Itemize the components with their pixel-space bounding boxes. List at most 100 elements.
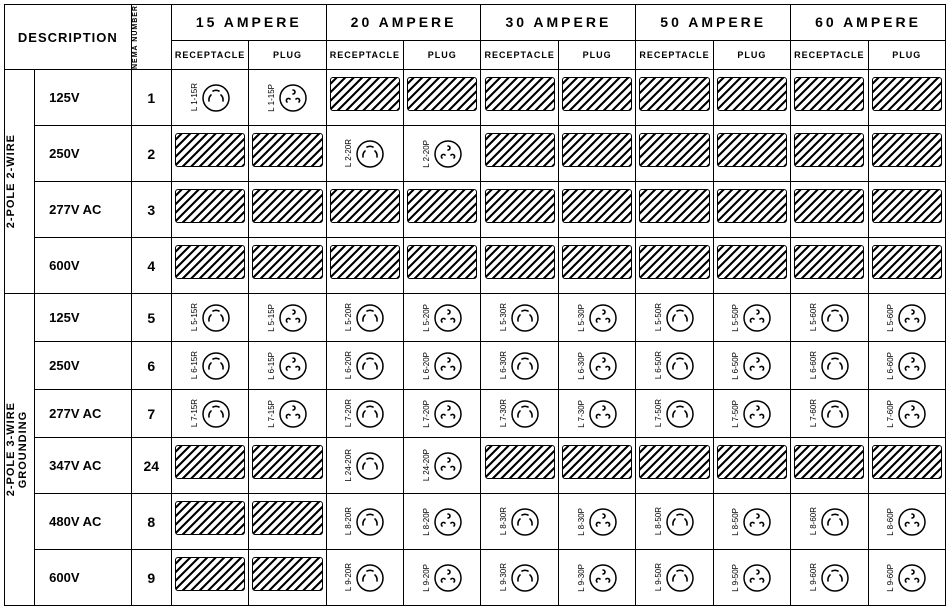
- empty-cell: [869, 77, 945, 125]
- connector-icon: [588, 563, 618, 593]
- receptacle-cell: L 7-50R: [636, 390, 713, 438]
- plug-cell: L 7-60P: [868, 390, 945, 438]
- connector-cell: L 9-30P: [559, 563, 635, 593]
- receptacle-cell: [481, 70, 558, 126]
- connector-label: L 9-20P: [422, 564, 431, 592]
- plug-cell: L 6-50P: [713, 342, 790, 390]
- receptacle-cell: L 6-60R: [791, 342, 868, 390]
- connector-icon: [742, 399, 772, 429]
- empty-cell: [327, 245, 403, 293]
- connector-label: L 9-60R: [809, 563, 818, 591]
- connector-icon: [433, 303, 463, 333]
- connector-icon: [278, 351, 308, 381]
- empty-cell: [172, 557, 248, 605]
- hatch-icon: [175, 245, 245, 279]
- hatch-icon: [639, 189, 709, 223]
- plug-cell: [249, 126, 326, 182]
- plug-cell: [249, 182, 326, 238]
- empty-cell: [791, 245, 867, 293]
- connector-cell: L 9-20R: [327, 563, 403, 593]
- connector-label: L 7-50P: [731, 400, 740, 428]
- table-row: 2-POLE 3-WIRE GROUNDING125V5L 5-15RL 5-1…: [5, 294, 946, 342]
- voltage-cell: 277V AC: [35, 390, 132, 438]
- connector-icon: [665, 351, 695, 381]
- hatch-icon: [717, 77, 787, 111]
- receptacle-cell: [481, 238, 558, 294]
- header-description: DESCRIPTION: [5, 5, 132, 70]
- hatch-icon: [872, 133, 942, 167]
- hatch-icon: [794, 445, 864, 479]
- connector-label: L 8-20R: [344, 507, 353, 535]
- connector-icon: [820, 399, 850, 429]
- header-amp-30: 30 AMPERE: [481, 5, 636, 41]
- connector-cell: L 9-50R: [636, 563, 712, 593]
- plug-cell: L 9-20P: [404, 550, 481, 606]
- connector-cell: L 5-30P: [559, 303, 635, 333]
- connector-icon: [201, 351, 231, 381]
- plug-cell: [558, 126, 635, 182]
- hatch-icon: [175, 501, 245, 535]
- connector-label: L 8-50R: [654, 507, 663, 535]
- hatch-icon: [794, 189, 864, 223]
- connector-cell: L 2-20P: [404, 139, 480, 169]
- header-amp-20: 20 AMPERE: [326, 5, 481, 41]
- table-row: 480V AC8L 8-20RL 8-20PL 8-30RL 8-30PL 8-…: [5, 494, 946, 550]
- receptacle-cell: [791, 126, 868, 182]
- connector-label: L 5-50R: [654, 303, 663, 331]
- connector-cell: L 7-60R: [791, 399, 867, 429]
- plug-cell: [868, 438, 945, 494]
- empty-cell: [249, 245, 325, 293]
- plug-cell: L 8-60P: [868, 494, 945, 550]
- plug-cell: L 8-50P: [713, 494, 790, 550]
- hatch-icon: [330, 77, 400, 111]
- connector-label: L 5-60P: [886, 304, 895, 332]
- connector-label: L 24-20R: [344, 449, 353, 482]
- receptacle-cell: L 6-20R: [326, 342, 403, 390]
- connector-icon: [278, 303, 308, 333]
- connector-label: L 8-30P: [577, 508, 586, 536]
- table-row: 250V6L 6-15RL 6-15PL 6-20RL 6-20PL 6-30R…: [5, 342, 946, 390]
- receptacle-cell: L 5-50R: [636, 294, 713, 342]
- nema-number-cell: 1: [131, 70, 171, 126]
- subheader-receptacle: RECEPTACLE: [171, 40, 248, 69]
- connector-label: L 7-60P: [886, 400, 895, 428]
- receptacle-cell: L 24-20R: [326, 438, 403, 494]
- plug-cell: [558, 438, 635, 494]
- receptacle-cell: [481, 438, 558, 494]
- plug-cell: [713, 438, 790, 494]
- subheader-receptacle: RECEPTACLE: [636, 40, 713, 69]
- receptacle-cell: L 7-30R: [481, 390, 558, 438]
- connector-label: L 5-30R: [499, 303, 508, 331]
- connector-cell: L 9-50P: [714, 563, 790, 593]
- plug-cell: L 8-20P: [404, 494, 481, 550]
- receptacle-cell: L 6-30R: [481, 342, 558, 390]
- connector-icon: [433, 139, 463, 169]
- connector-label: L 9-60P: [886, 564, 895, 592]
- plug-cell: [249, 238, 326, 294]
- connector-icon: [588, 507, 618, 537]
- hatch-icon: [485, 445, 555, 479]
- connector-cell: L 8-30R: [481, 507, 557, 537]
- connector-icon: [201, 399, 231, 429]
- connector-icon: [665, 399, 695, 429]
- hatch-icon: [330, 189, 400, 223]
- receptacle-cell: L 9-30R: [481, 550, 558, 606]
- receptacle-cell: L 8-30R: [481, 494, 558, 550]
- connector-label: L 1-15R: [190, 83, 199, 111]
- plug-cell: [713, 238, 790, 294]
- plug-cell: L 1-15P: [249, 70, 326, 126]
- receptacle-cell: L 2-20R: [326, 126, 403, 182]
- subheader-plug: PLUG: [713, 40, 790, 69]
- hatch-icon: [872, 245, 942, 279]
- plug-cell: L 7-50P: [713, 390, 790, 438]
- plug-cell: [868, 70, 945, 126]
- header-amp-60: 60 AMPERE: [791, 5, 946, 41]
- connector-cell: L 6-50R: [636, 351, 712, 381]
- connector-icon: [897, 563, 927, 593]
- receptacle-cell: [791, 238, 868, 294]
- receptacle-cell: [171, 238, 248, 294]
- receptacle-cell: [481, 126, 558, 182]
- nema-number-cell: 8: [131, 494, 171, 550]
- connector-label: L 7-20P: [422, 400, 431, 428]
- connector-icon: [433, 399, 463, 429]
